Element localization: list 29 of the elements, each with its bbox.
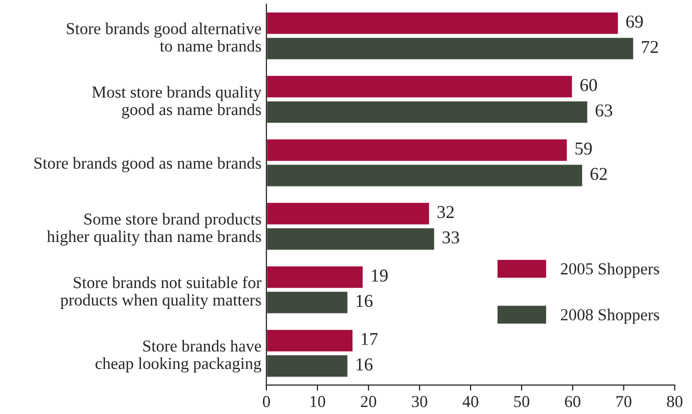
y-tick-label: Store brands have cheap looking packaging (96, 340, 262, 373)
data-label: 17 (362, 333, 378, 345)
x-tick-label: 30 (412, 396, 428, 408)
x-tick-label: 80 (667, 396, 682, 408)
data-label: 59 (576, 142, 592, 155)
data-label: 62 (590, 168, 607, 180)
legend-label: 2005 Shoppers (560, 262, 660, 278)
x-tick-label: 70 (616, 396, 632, 408)
x-tick-label: 0 (262, 396, 270, 408)
x-tick-label: 60 (565, 396, 580, 408)
data-label: 16 (356, 358, 373, 370)
y-tick-label: Most store brands quality good as name brands (92, 86, 262, 119)
y-tick-label: Store brands good alternative to name brands (66, 22, 261, 52)
data-label: 63 (596, 104, 612, 117)
y-tick-label: Store brands good as name brands (34, 157, 261, 172)
legend-label: 2008 Shoppers (560, 308, 660, 324)
data-label: 60 (580, 79, 597, 92)
x-tick-label: 10 (310, 396, 326, 408)
data-label: 69 (626, 16, 643, 28)
data-label: 19 (372, 269, 388, 282)
x-tick-label: 50 (514, 396, 530, 408)
x-tick-label: 20 (360, 396, 376, 408)
y-tick-label: Some store brand products higher quality than name brands (46, 212, 261, 246)
y-tick-label: Store brands not suitable for products when quality matters (60, 276, 262, 310)
data-label: 32 (438, 206, 454, 218)
data-label: 16 (356, 294, 373, 308)
x-tick-label: 40 (462, 396, 478, 408)
data-label: 72 (642, 40, 658, 53)
data-label: 33 (442, 231, 460, 244)
